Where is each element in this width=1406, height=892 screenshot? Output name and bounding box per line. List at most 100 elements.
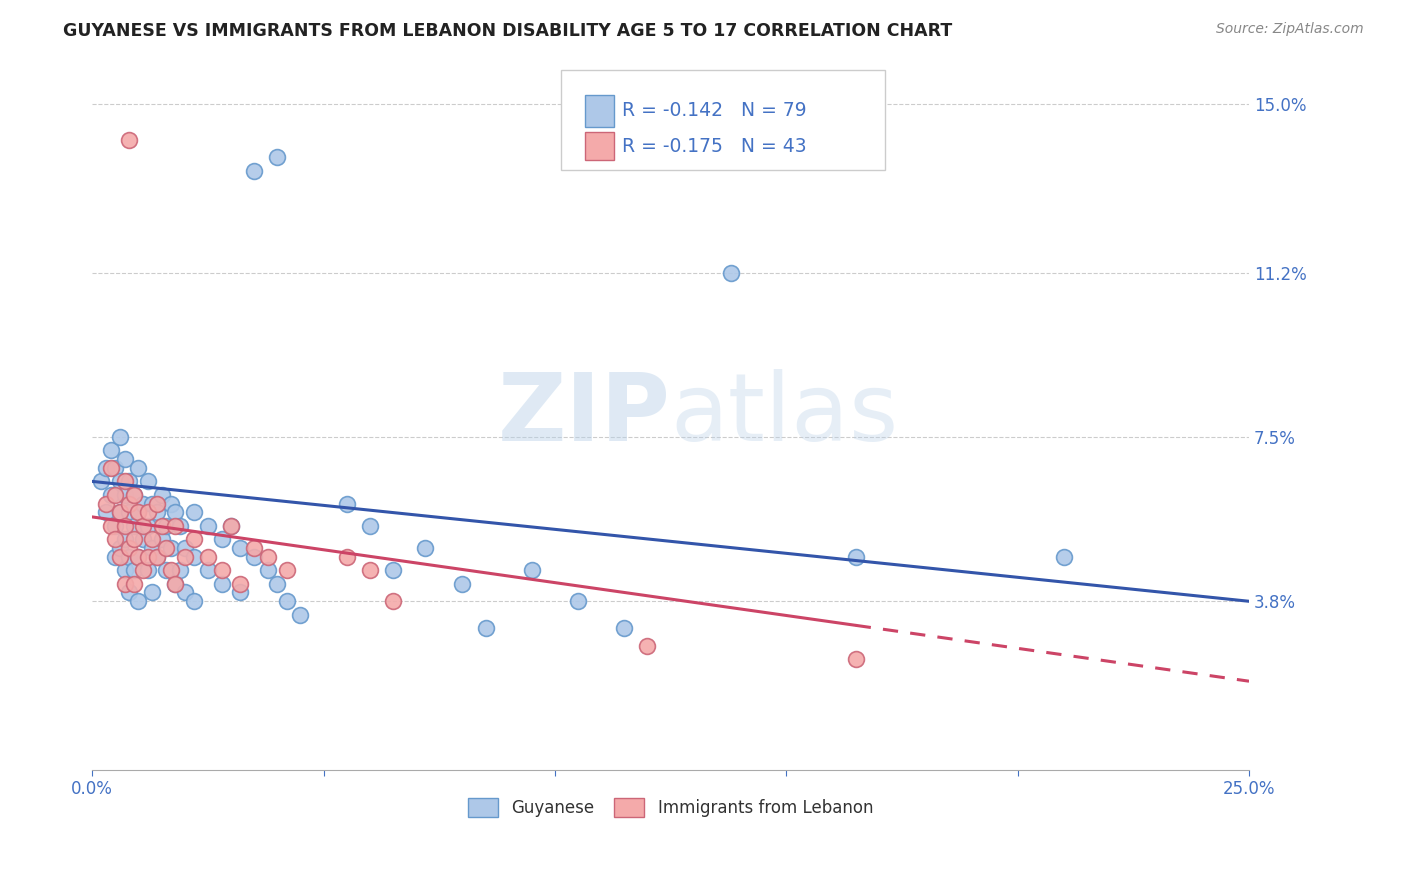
Point [118,541,141,555]
Point [94,497,117,511]
Point [104,549,127,564]
Point [336,497,359,511]
Point [173,549,195,564]
Point [118,475,141,489]
Point [183,506,205,520]
Point [219,518,242,533]
Point [108,506,131,520]
Point [520,563,543,577]
Point [160,563,183,577]
Point [100,443,122,458]
Point [183,594,205,608]
Point [155,518,177,533]
Point [613,621,636,635]
Point [108,541,131,555]
Point [173,541,195,555]
Point [211,576,233,591]
Point [136,475,159,489]
Point [132,497,155,511]
Point [243,163,266,178]
Point [132,563,155,577]
Text: R = -0.142   N = 79: R = -0.142 N = 79 [621,102,807,120]
Point [118,506,141,520]
Point [451,576,474,591]
Point [197,518,219,533]
Text: R = -0.175   N = 43: R = -0.175 N = 43 [621,136,807,156]
FancyBboxPatch shape [561,70,884,169]
Point [108,506,131,520]
Point [100,488,122,502]
Point [122,488,145,502]
Point [104,488,127,502]
Point [266,150,288,164]
FancyBboxPatch shape [585,132,614,161]
Text: Source: ZipAtlas.com: Source: ZipAtlas.com [1216,22,1364,37]
Point [257,563,280,577]
Point [169,563,191,577]
Point [108,475,131,489]
Point [229,585,252,599]
Point [211,532,233,546]
Point [127,549,149,564]
Point [257,549,280,564]
Point [122,488,145,502]
Point [114,576,136,591]
Point [90,475,112,489]
Legend: Guyanese, Immigrants from Lebanon: Guyanese, Immigrants from Lebanon [460,789,882,826]
Point [114,563,136,577]
Point [127,506,149,520]
Point [146,549,169,564]
Point [165,518,187,533]
Point [114,518,136,533]
Point [118,497,141,511]
Point [114,488,136,502]
Point [108,430,131,444]
Point [94,461,117,475]
Point [118,549,141,564]
Point [381,594,404,608]
Point [104,461,127,475]
Point [173,585,195,599]
Point [474,621,496,635]
Point [118,132,141,146]
Point [165,576,187,591]
Point [146,506,169,520]
Point [127,549,149,564]
Point [229,541,252,555]
FancyBboxPatch shape [585,95,614,127]
Text: atlas: atlas [671,368,898,461]
Point [160,541,183,555]
Text: GUYANESE VS IMMIGRANTS FROM LEBANON DISABILITY AGE 5 TO 17 CORRELATION CHART: GUYANESE VS IMMIGRANTS FROM LEBANON DISA… [63,22,952,40]
Point [141,532,163,546]
Point [122,576,145,591]
Point [229,576,252,591]
Point [637,639,659,653]
Point [114,475,136,489]
Point [243,549,266,564]
Point [141,541,163,555]
Point [359,518,381,533]
Point [1053,549,1076,564]
Point [127,594,149,608]
Point [197,549,219,564]
Point [183,532,205,546]
Point [336,549,359,564]
Point [100,461,122,475]
Point [141,585,163,599]
Point [114,452,136,467]
Point [114,532,136,546]
Point [165,576,187,591]
Point [381,563,404,577]
Point [845,549,868,564]
Point [567,594,589,608]
Point [132,532,155,546]
Point [136,549,159,564]
Point [197,563,219,577]
Point [150,532,173,546]
Point [122,563,145,577]
Point [219,518,242,533]
Point [104,518,127,533]
Point [183,549,205,564]
Point [136,563,159,577]
Point [118,585,141,599]
